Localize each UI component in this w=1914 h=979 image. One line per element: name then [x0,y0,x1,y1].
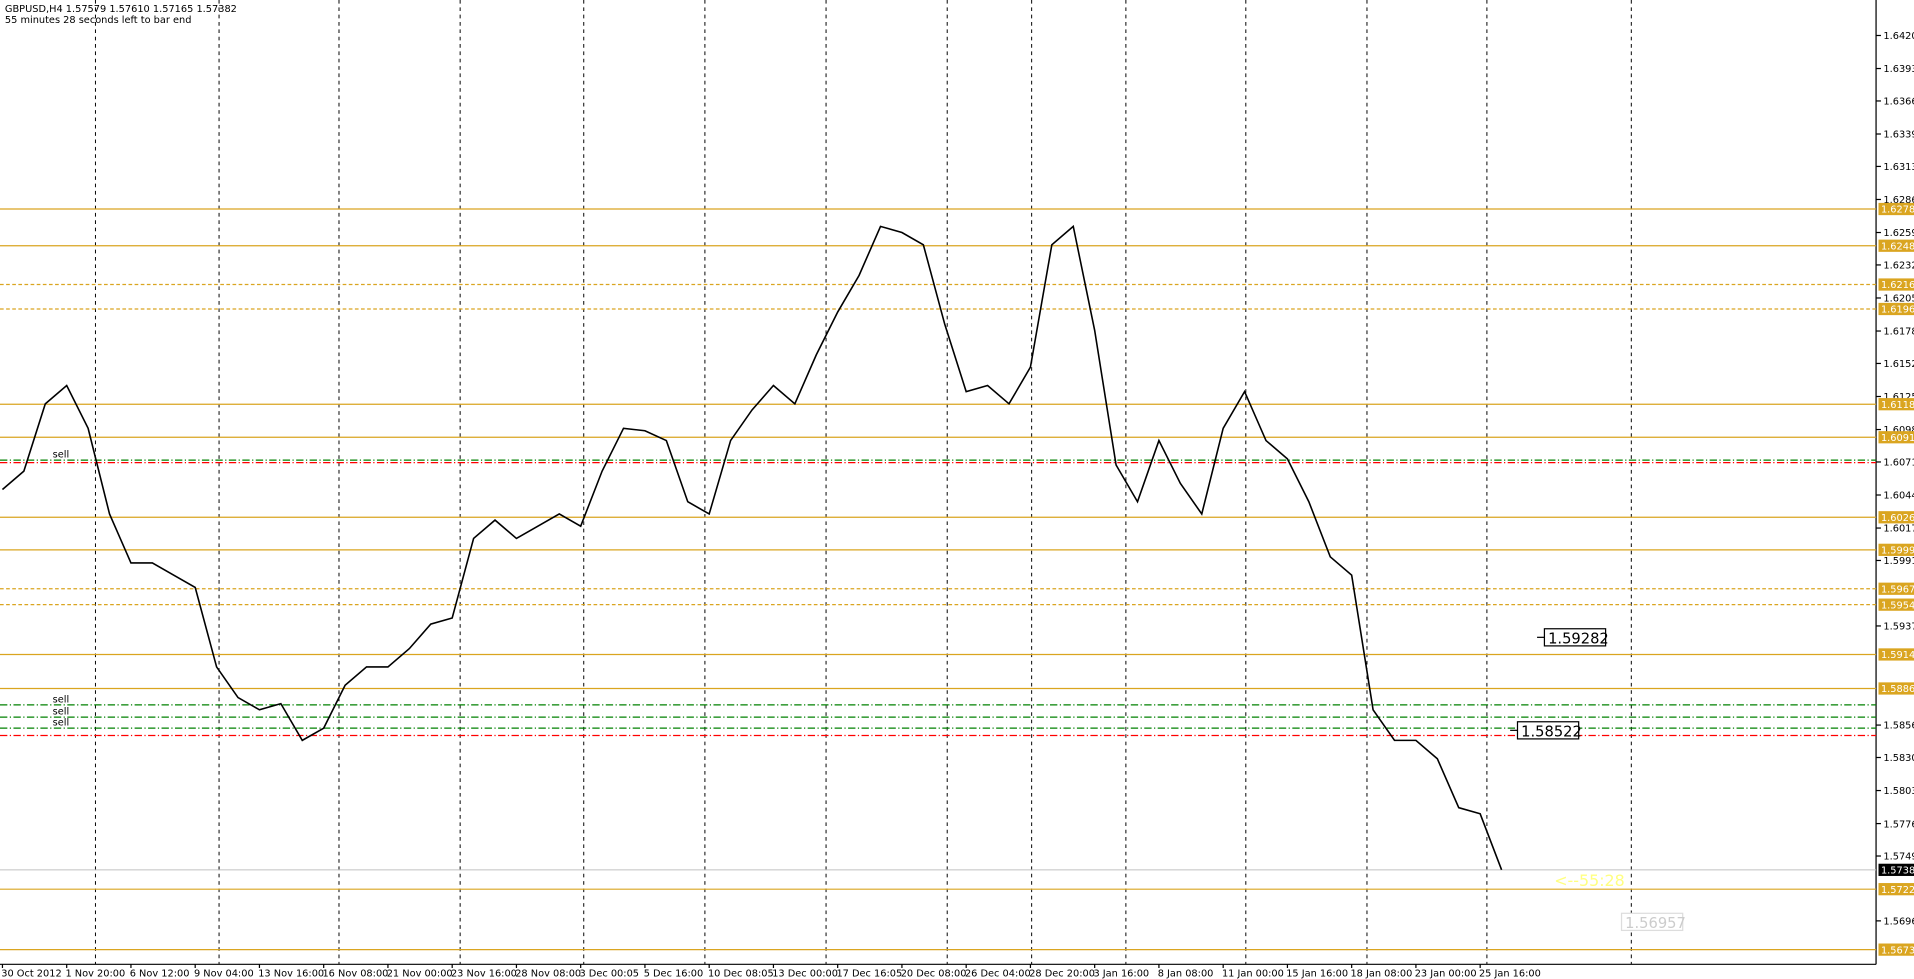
y-tick-label: 1.63665 [1883,97,1914,108]
x-tick-label: 3 Dec 00:05 [579,969,639,979]
level-label: 1.62482 [1881,241,1914,252]
price-label-box [1620,912,1684,932]
x-tick-label: 28 Dec 20:00 [1029,969,1095,979]
level-label-box [1878,943,1914,956]
level-label: 1.59549 [1881,600,1914,611]
bar-timer: <--55:28 [1554,871,1625,890]
x-tick-label: 13 Dec 00:00 [772,969,838,979]
y-tick-label: 1.63930 [1883,64,1914,75]
y-tick-label: 1.64200 [1883,31,1914,42]
level-label-box [1878,398,1914,411]
level-label-box [1878,511,1914,524]
level-label: 1.59997 [1881,546,1914,557]
y-tick-label: 1.59375 [1883,622,1914,633]
level-label-box [1878,543,1914,556]
level-label: 1.58864 [1881,684,1914,695]
chart-title: GBPUSD,H4 1.57579 1.57610 1.57165 1.5738… [5,4,237,15]
y-tick-label: 1.61520 [1883,359,1914,370]
level-label-box [1878,682,1914,695]
y-tick-label: 1.63130 [1883,162,1914,173]
y-tick-label: 1.58565 [1883,721,1914,732]
y-tick-label: 1.60980 [1883,425,1914,436]
level-label-box [1878,202,1914,216]
x-tick-label: 11 Jan 00:00 [1222,969,1284,979]
price-label-box [1516,721,1580,740]
y-tick-label: 1.58300 [1883,753,1914,764]
level-label-box [1878,431,1914,444]
y-tick-label: 1.58030 [1883,786,1914,797]
level-label: 1.59142 [1881,650,1914,661]
y-tick-label: 1.57495 [1883,852,1914,863]
level-label-box [1878,239,1914,252]
x-tick-label: 23 Jan 00:00 [1415,969,1477,979]
x-tick-label: 26 Dec 04:00 [965,969,1031,979]
price-label: 1.56957 [1625,915,1686,932]
y-tick-label: 1.59910 [1883,556,1914,567]
order-label: sell [53,718,70,729]
y-tick-label: 1.60175 [1883,524,1914,535]
y-tick-label: 1.61785 [1883,327,1914,338]
y-tick-label: 1.60445 [1883,491,1914,502]
order-label: sell [53,694,70,705]
x-tick-label: 5 Dec 16:00 [644,969,704,979]
x-tick-label: 20 Dec 08:00 [901,969,967,979]
x-tick-label: 28 Nov 08:00 [515,969,581,979]
x-tick-label: 6 Nov 12:00 [130,969,190,979]
level-label: 1.61187 [1881,400,1914,411]
y-tick-label: 1.63395 [1883,130,1914,141]
x-tick-label: 1 Nov 20:00 [65,969,125,979]
y-tick-label: 1.57760 [1883,819,1914,830]
x-tick-label: 21 Nov 00:00 [387,969,453,979]
level-label: 1.57224 [1881,885,1914,896]
level-label: 1.56730 [1881,945,1914,956]
chart-subtitle: 55 minutes 28 seconds left to bar end [5,15,192,26]
x-tick-label: 25 Jan 16:00 [1479,969,1541,979]
price-label-box [1543,628,1607,647]
order-label: sell [53,450,70,461]
x-tick-label: 10 Dec 08:05 [708,969,774,979]
x-tick-label: 13 Nov 16:00 [258,969,324,979]
price-label: 1.58522 [1521,723,1582,740]
level-label-box [1878,582,1914,595]
level-label-box [1878,278,1914,291]
x-tick-label: 17 Dec 16:05 [836,969,902,979]
y-tick-label: 1.62055 [1883,294,1914,305]
x-tick-label: 18 Jan 08:00 [1350,969,1412,979]
x-tick-label: 23 Nov 16:00 [451,969,517,979]
level-label-box [1878,302,1914,316]
level-label-box [1878,598,1914,611]
level-label: 1.62782 [1881,205,1914,216]
x-tick-label: 15 Jan 16:00 [1286,969,1348,979]
level-label: 1.59679 [1881,584,1914,595]
bid-label-box [1878,863,1914,876]
x-tick-label: 16 Nov 08:00 [322,969,388,979]
y-tick-label: 1.61250 [1883,392,1914,403]
y-tick-label: 1.62590 [1883,228,1914,239]
level-label: 1.60917 [1881,433,1914,444]
x-tick-label: 9 Nov 04:00 [194,969,254,979]
price-line [1,224,1503,871]
level-label-box [1878,883,1914,896]
x-tick-label: 30 Oct 2012 [1,969,61,979]
level-label: 1.61965 [1881,305,1914,316]
y-tick-label: 1.62860 [1883,195,1914,206]
y-tick-label: 1.56965 [1883,917,1914,928]
level-label: 1.62165 [1881,280,1914,291]
price-label: 1.59282 [1548,630,1609,647]
level-label: 1.60263 [1881,513,1914,524]
level-label-box [1878,648,1914,661]
y-tick-label: 1.62325 [1883,261,1914,272]
y-tick-label: 1.60715 [1883,458,1914,469]
bid-label: 1.57382 [1881,866,1914,877]
x-tick-label: 8 Jan 08:00 [1158,969,1214,979]
order-label: sell [53,707,70,718]
x-tick-label: 3 Jan 16:00 [1093,969,1149,979]
